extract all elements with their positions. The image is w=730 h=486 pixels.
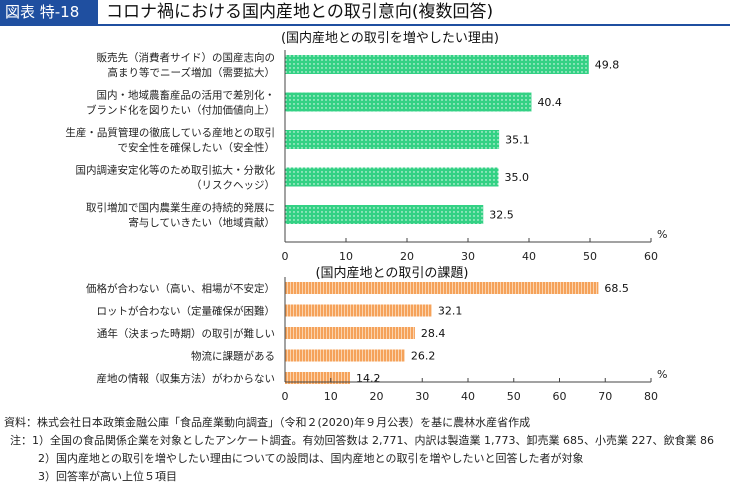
note-1: 注：1）全国の食品関係企業を対象としたアンケート調査。有効回答数は 2,771、…: [10, 434, 715, 447]
x-tick-label: 20: [400, 250, 414, 263]
x-tick-label: 60: [553, 390, 567, 403]
x-tick-label: 30: [415, 390, 429, 403]
x-tick-label: 40: [522, 250, 536, 263]
reason-category-label: 取引増加で国内農業生産の持続的発展に: [86, 201, 275, 214]
issue-category-label: 通年（決まった時期）の取引が難しい: [97, 327, 275, 340]
reason-value-label: 40.4: [537, 96, 562, 109]
chart-reasons: (国内産地との取引を増やしたい理由) 49.8 販売先（消費者サイド）の国産志向の高…: [65, 30, 667, 263]
reason-category-label: 国内・地域農畜産品の活用で差別化・: [97, 89, 276, 102]
issue-value-label: 68.5: [604, 282, 629, 295]
x-tick-label: 0: [282, 250, 289, 263]
reason-category-label: 国内調達安定化等のため取引拡大・分散化: [76, 164, 276, 177]
reason-bar: [285, 130, 500, 149]
x-tick-label: 50: [507, 390, 521, 403]
issue-value-label: 26.2: [411, 350, 436, 363]
figure-title: コロナ禍における国内産地との取引意向(複数回答): [106, 2, 494, 22]
issue-category-label: 産地の情報（収集方法）がわからない: [97, 372, 276, 385]
reason-bar: [285, 92, 532, 112]
x-tick-label: 10: [324, 390, 338, 403]
issue-category-label: 物流に課題がある: [191, 350, 275, 363]
x-tick-label: 70: [598, 390, 612, 403]
charts-canvas: (国内産地との取引を増やしたい理由) 49.8 販売先（消費者サイド）の国産志向の高…: [65, 30, 667, 403]
reason-category-label: 生産・品質管理の徹底している産地との取引: [65, 126, 275, 139]
note-2: 2）国内産地との取引を増やしたい理由についての設問は、国内産地との取引を増やした…: [38, 452, 584, 465]
reason-bar: [285, 55, 589, 74]
title-rule: [0, 24, 730, 26]
reason-bar: [285, 167, 499, 187]
reason-category-label: 高まり等でニーズ増加（需要拡大）: [108, 66, 275, 79]
x-tick-label: 50: [583, 250, 597, 263]
reason-category-label: （リスクヘッジ）: [191, 180, 275, 192]
issue-category-label: ロットが合わない（定量確保が困難）: [97, 305, 276, 318]
issue-category-label: 価格が合わない（高い、相場が不安定）: [86, 282, 275, 295]
x-tick-label: 30: [461, 250, 475, 263]
chart-issues: (国内産地との取引の課題) 68.5 価格が合わない（高い、相場が不安定） 32.1 ロ…: [86, 265, 667, 403]
issue-value-label: 32.1: [438, 305, 463, 318]
reason-value-label: 49.8: [595, 59, 620, 72]
reason-category-label: ブランド化を図りたい（付加価値向上）: [86, 104, 275, 117]
issue-bar: [285, 372, 350, 384]
reason-value-label: 32.5: [489, 209, 514, 222]
chart-title: (国内産地との取引の課題): [315, 265, 468, 281]
figure-number: 図表 特-18: [0, 0, 98, 24]
unit-label: %: [657, 368, 667, 381]
issue-bar: [285, 304, 432, 317]
x-tick-label: 0: [282, 390, 289, 403]
issue-bar: [285, 327, 415, 339]
chart-title: (国内産地との取引を増やしたい理由): [281, 30, 499, 46]
unit-label: %: [657, 228, 667, 241]
issue-bar: [285, 349, 405, 362]
x-tick-label: 20: [370, 390, 384, 403]
x-tick-label: 60: [644, 250, 658, 263]
reason-value-label: 35.1: [505, 134, 530, 147]
note-3: 3）回答率が高い上位５項目: [38, 470, 177, 483]
issue-value-label: 28.4: [421, 327, 446, 340]
reason-value-label: 35.0: [505, 171, 530, 184]
source-note: 資料：株式会社日本政策金融公庫「食品産業動向調査」（令和２(2020)年９月公表…: [4, 416, 531, 429]
reason-category-label: 寄与していきたい（地域貢献）: [128, 216, 275, 229]
x-tick-label: 10: [339, 250, 353, 263]
issue-bar: [285, 282, 599, 294]
reason-category-label: で安全性を確保したい（安全性）: [118, 141, 276, 154]
reason-bar: [285, 205, 484, 224]
x-tick-label: 80: [644, 390, 658, 403]
x-tick-label: 40: [461, 390, 475, 403]
reason-category-label: 販売先（消費者サイド）の国産志向の: [97, 51, 276, 64]
figure-header: 図表 特-18 コロナ禍における国内産地との取引意向(複数回答): [0, 0, 730, 26]
